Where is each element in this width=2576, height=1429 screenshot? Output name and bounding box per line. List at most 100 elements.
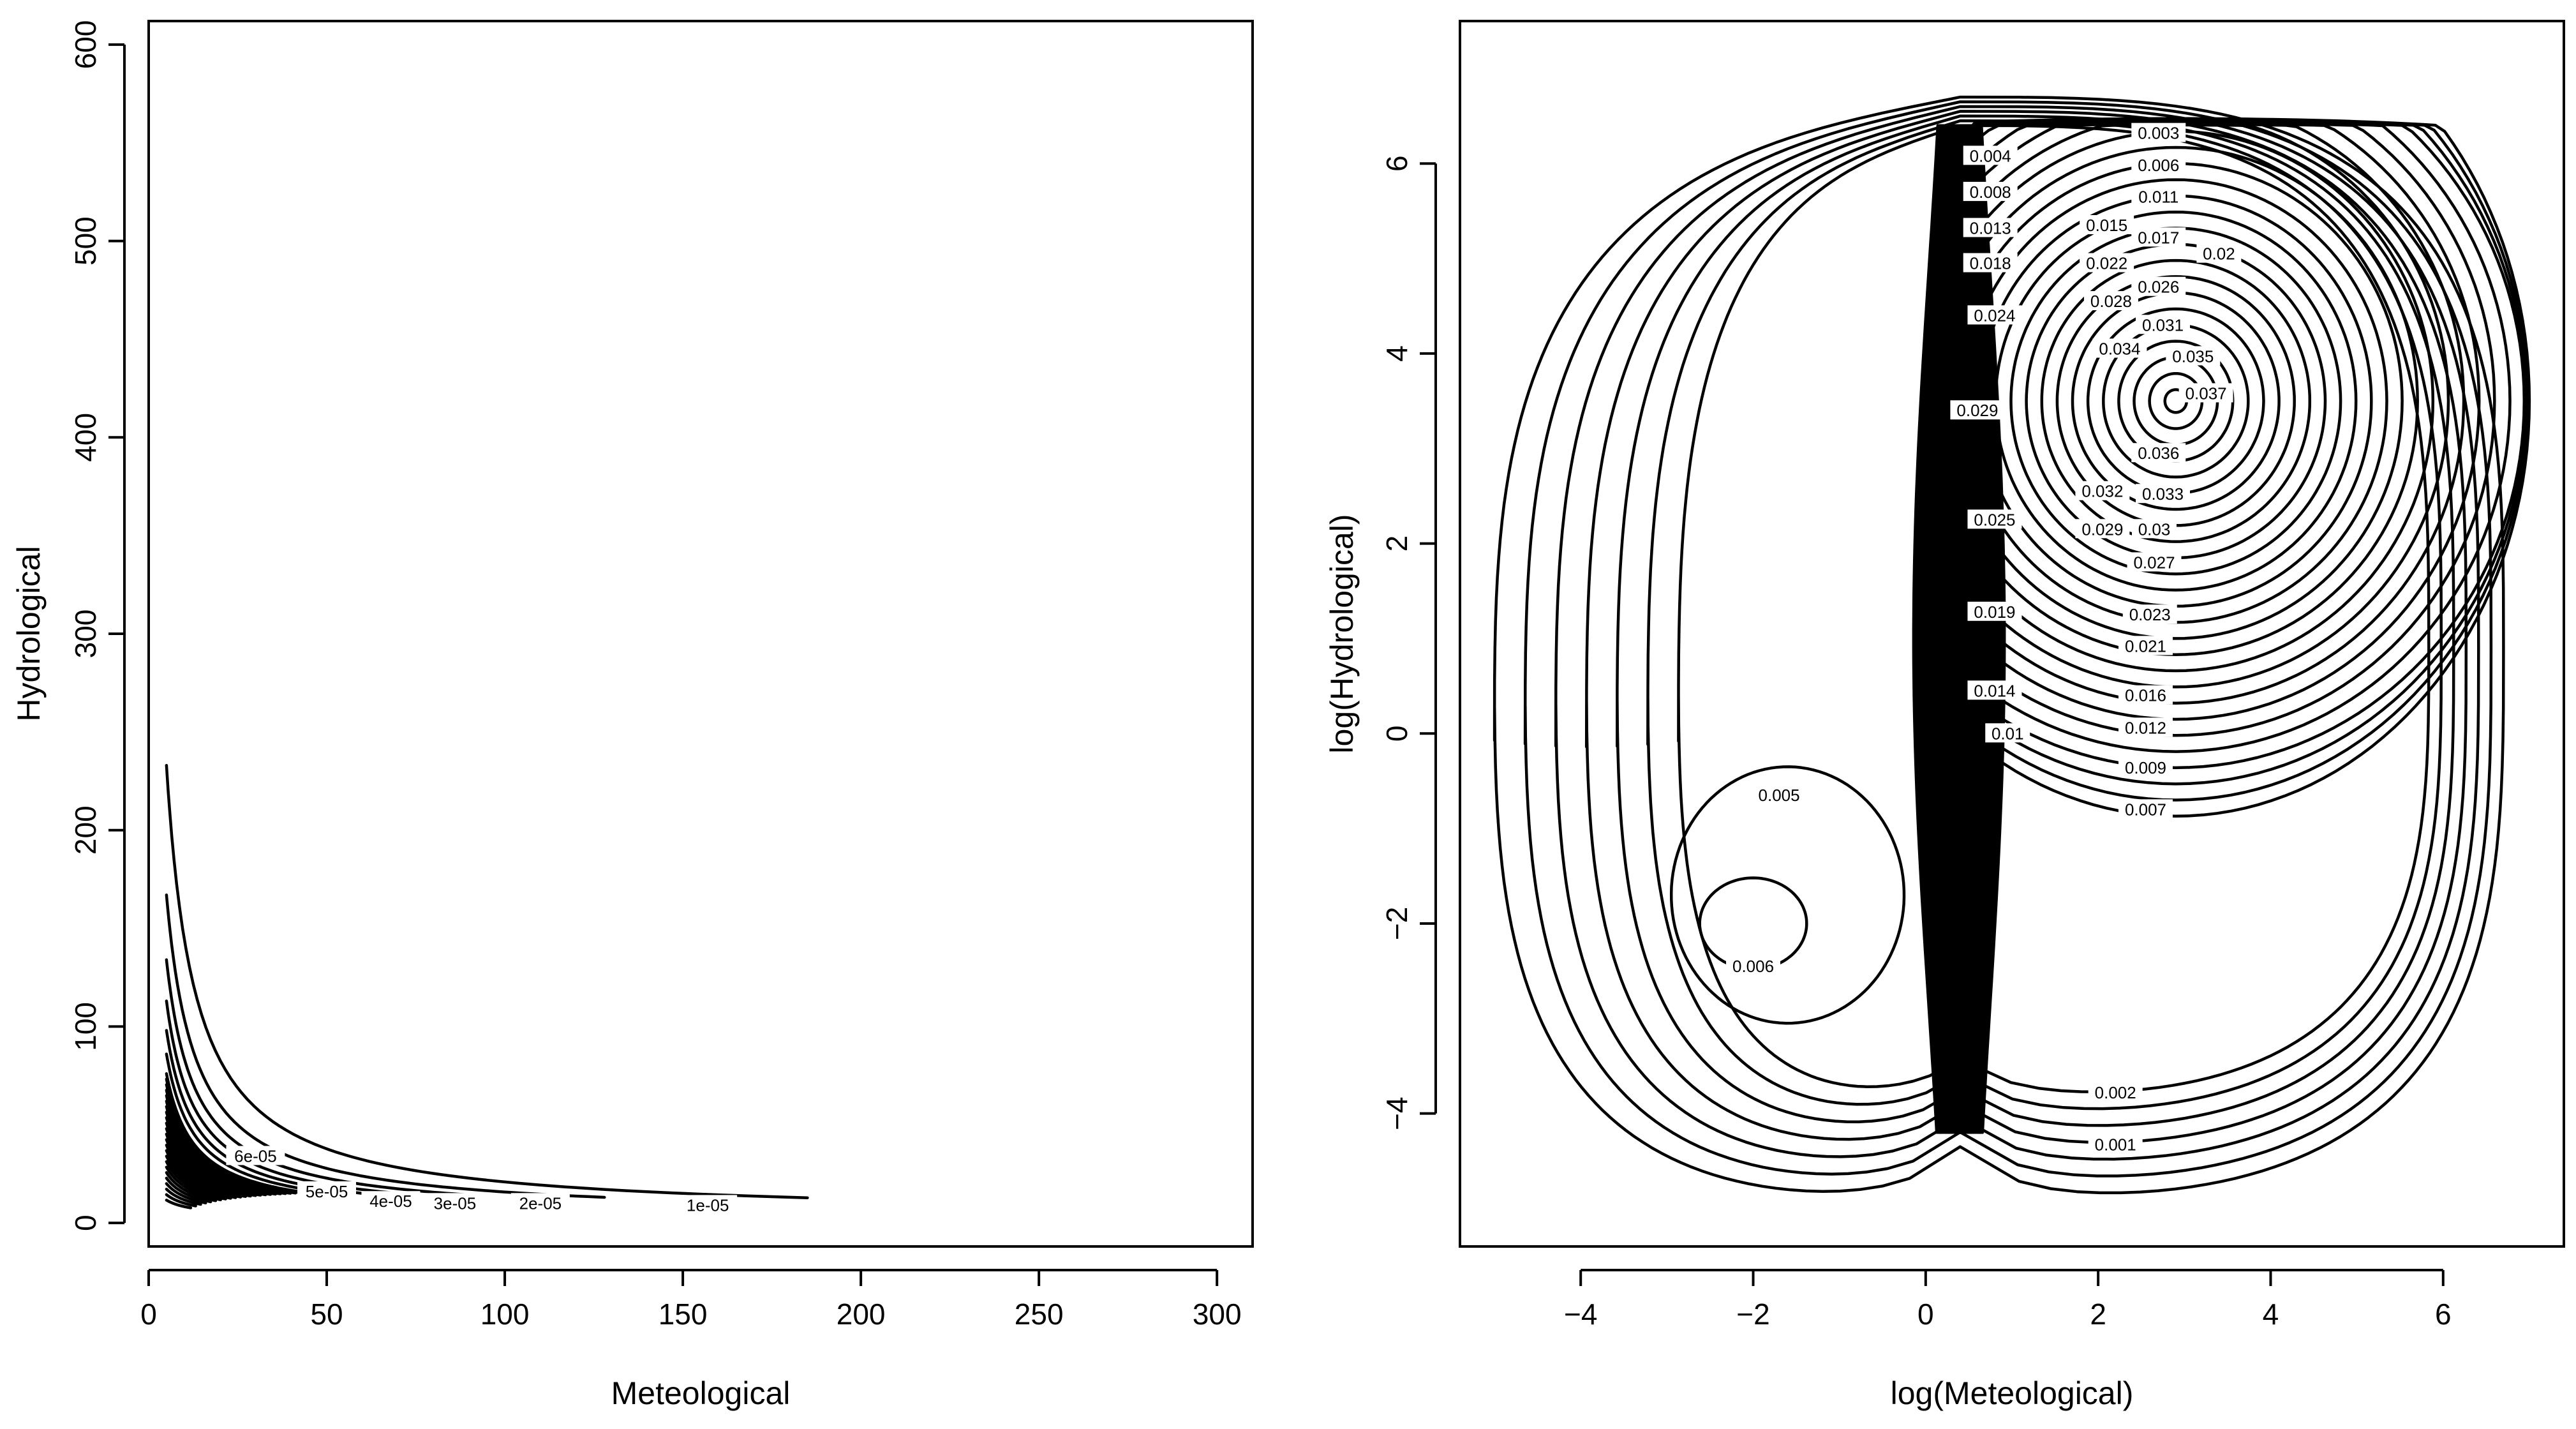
right-contour-label-bg (2131, 155, 2186, 175)
right-contour-label: 0.018 (1970, 254, 2011, 273)
right-contour-label: 0.01 (1992, 724, 2024, 743)
right-contour-label-bg (2196, 243, 2242, 263)
right-contour-label-bg (2127, 552, 2182, 572)
right-contour-label-bg (1967, 601, 2022, 621)
left-y-tick-label: 400 (69, 413, 102, 462)
right-contour-line (1966, 124, 1978, 1134)
left-contour-label: 5e-05 (306, 1182, 348, 1201)
right-contour-line (1969, 124, 1983, 1134)
right-contour-label: 0.002 (2095, 1083, 2136, 1102)
right-plot-frame (1459, 20, 2565, 1248)
right-contour-label: 0.031 (2142, 315, 2184, 334)
left-contour-label: 3e-05 (434, 1193, 477, 1213)
right-contour-line (1980, 124, 2006, 1134)
right-contour-line (1677, 124, 2431, 1093)
right-contour-line (1937, 124, 1952, 1134)
right-contour-label-bg (2132, 519, 2177, 539)
right-contour-label-bg (2118, 717, 2173, 737)
left-contour-label-bg (297, 1181, 357, 1201)
right-contour-label-bg (2083, 291, 2138, 311)
right-contour-line (1977, 124, 2002, 1134)
right-contour-label: 0.005 (1759, 786, 1800, 805)
right-contour-label-bg (2088, 1134, 2143, 1154)
left-contour-line (165, 893, 606, 1199)
right-contour-label-bg (2136, 315, 2191, 334)
right-contour-line (1967, 124, 1981, 1134)
right-contour-label-bg (1963, 146, 2018, 165)
left-contour-line (165, 1176, 212, 1204)
right-contour-label-bg (2178, 383, 2233, 403)
right-x-tick-label: −4 (1564, 1298, 1597, 1331)
right-contour-label-bg (1967, 680, 2022, 700)
right-contour-line (1961, 124, 1967, 1134)
left-y-tick-label: 100 (69, 1002, 102, 1051)
right-contour-label-bg (2136, 484, 2191, 504)
right-contour-label-bg (1963, 181, 2018, 201)
right-contour-label-bg (2075, 519, 2130, 539)
right-contour-label-bg (2080, 253, 2134, 273)
right-y-tick-label: −4 (1380, 1096, 1413, 1130)
right-contour-line (2040, 258, 2312, 543)
right-contour-line (1912, 124, 1940, 1134)
right-contour-labels: 0.001 0.002 0.003 0.004 0.005 0.006 0.006 0.007… (1726, 123, 2242, 1155)
right-contour-line (1979, 124, 2004, 1134)
left-x-axis-label: Meteological (611, 1375, 791, 1411)
right-y-tick-label: −2 (1380, 907, 1413, 940)
right-contour-line (1970, 124, 1988, 1134)
left-x-tick-label: 300 (1193, 1298, 1242, 1331)
right-contour-line (1944, 124, 1955, 1134)
left-contour-line (165, 1127, 257, 1197)
left-contour-line (165, 1165, 222, 1202)
left-contour-line (165, 1121, 262, 1197)
right-y-tick-label: 6 (1380, 155, 1413, 172)
right-contour-label-bg (2166, 346, 2221, 366)
left-x-tick-label: 100 (480, 1298, 530, 1331)
right-contour-label-bg (1967, 509, 2022, 529)
right-contour-label-bg (2122, 604, 2177, 624)
right-contour-label: 0.036 (2138, 444, 2179, 463)
left-contour-label: 2e-05 (519, 1193, 562, 1213)
right-contour-label-bg (2131, 276, 2186, 296)
right-contour-line (2009, 227, 2342, 576)
left-x-tick-label: 150 (659, 1298, 708, 1331)
left-x-axis: 0 50 100 150 200 250 300 (140, 1269, 1242, 1331)
right-x-tick-label: 6 (2435, 1298, 2452, 1331)
left-contour-label: 6e-05 (234, 1146, 277, 1165)
right-contour-line (1923, 124, 1945, 1134)
left-contour-line (165, 1171, 218, 1202)
right-contour-label-bg (2092, 338, 2147, 358)
right-contour-label: 0.008 (1970, 183, 2011, 202)
right-contour-label: 0.003 (2138, 124, 2179, 143)
right-x-axis: −4 −2 0 2 4 6 (1564, 1269, 2452, 1331)
left-contour-line (165, 1116, 267, 1197)
right-contour-label: 0.035 (2172, 347, 2214, 366)
right-contour-label: 0.022 (2086, 254, 2127, 273)
right-contour-line (1951, 124, 1958, 1134)
right-contour-label: 0.025 (1974, 510, 2015, 529)
right-y-tick-label: 4 (1380, 345, 1413, 362)
left-contour-line (165, 1199, 193, 1209)
right-contour-label: 0.027 (2133, 553, 2175, 572)
left-chart: 1e-05 2e-05 3e-05 4e-05 5e-05 6e-05 0 50 100 150… (11, 20, 1254, 1411)
left-contour-labels: 1e-05 2e-05 3e-05 4e-05 5e-05 6e-05 (226, 1146, 738, 1215)
right-chart: 0.001 0.002 0.003 0.004 0.005 0.006 0.006 0.007… (1324, 20, 2565, 1411)
right-contour-label: 0.028 (2090, 292, 2132, 311)
right-contour-label: 0.02 (2203, 244, 2235, 264)
left-contour-line (165, 763, 809, 1199)
right-contour-label: 0.026 (2138, 278, 2179, 297)
left-contour-line (165, 1155, 232, 1200)
right-contour-line (1933, 124, 1949, 1134)
right-contour-line (1554, 105, 2480, 1161)
left-x-tick-label: 0 (140, 1298, 157, 1331)
right-contour-line (1949, 124, 1958, 1134)
right-contour-label: 0.007 (2125, 800, 2166, 819)
right-contour-line (2025, 243, 2327, 560)
left-y-tick-label: 500 (69, 216, 102, 266)
right-contour-line (1921, 124, 1944, 1134)
right-contour-label-bg (2131, 227, 2186, 247)
left-contour-line (165, 1138, 248, 1198)
right-contour-label: 0.011 (2138, 187, 2178, 206)
right-contour-label-bg (2131, 443, 2186, 463)
right-contour-line (1976, 124, 1997, 1134)
left-x-tick-label: 250 (1015, 1298, 1064, 1331)
